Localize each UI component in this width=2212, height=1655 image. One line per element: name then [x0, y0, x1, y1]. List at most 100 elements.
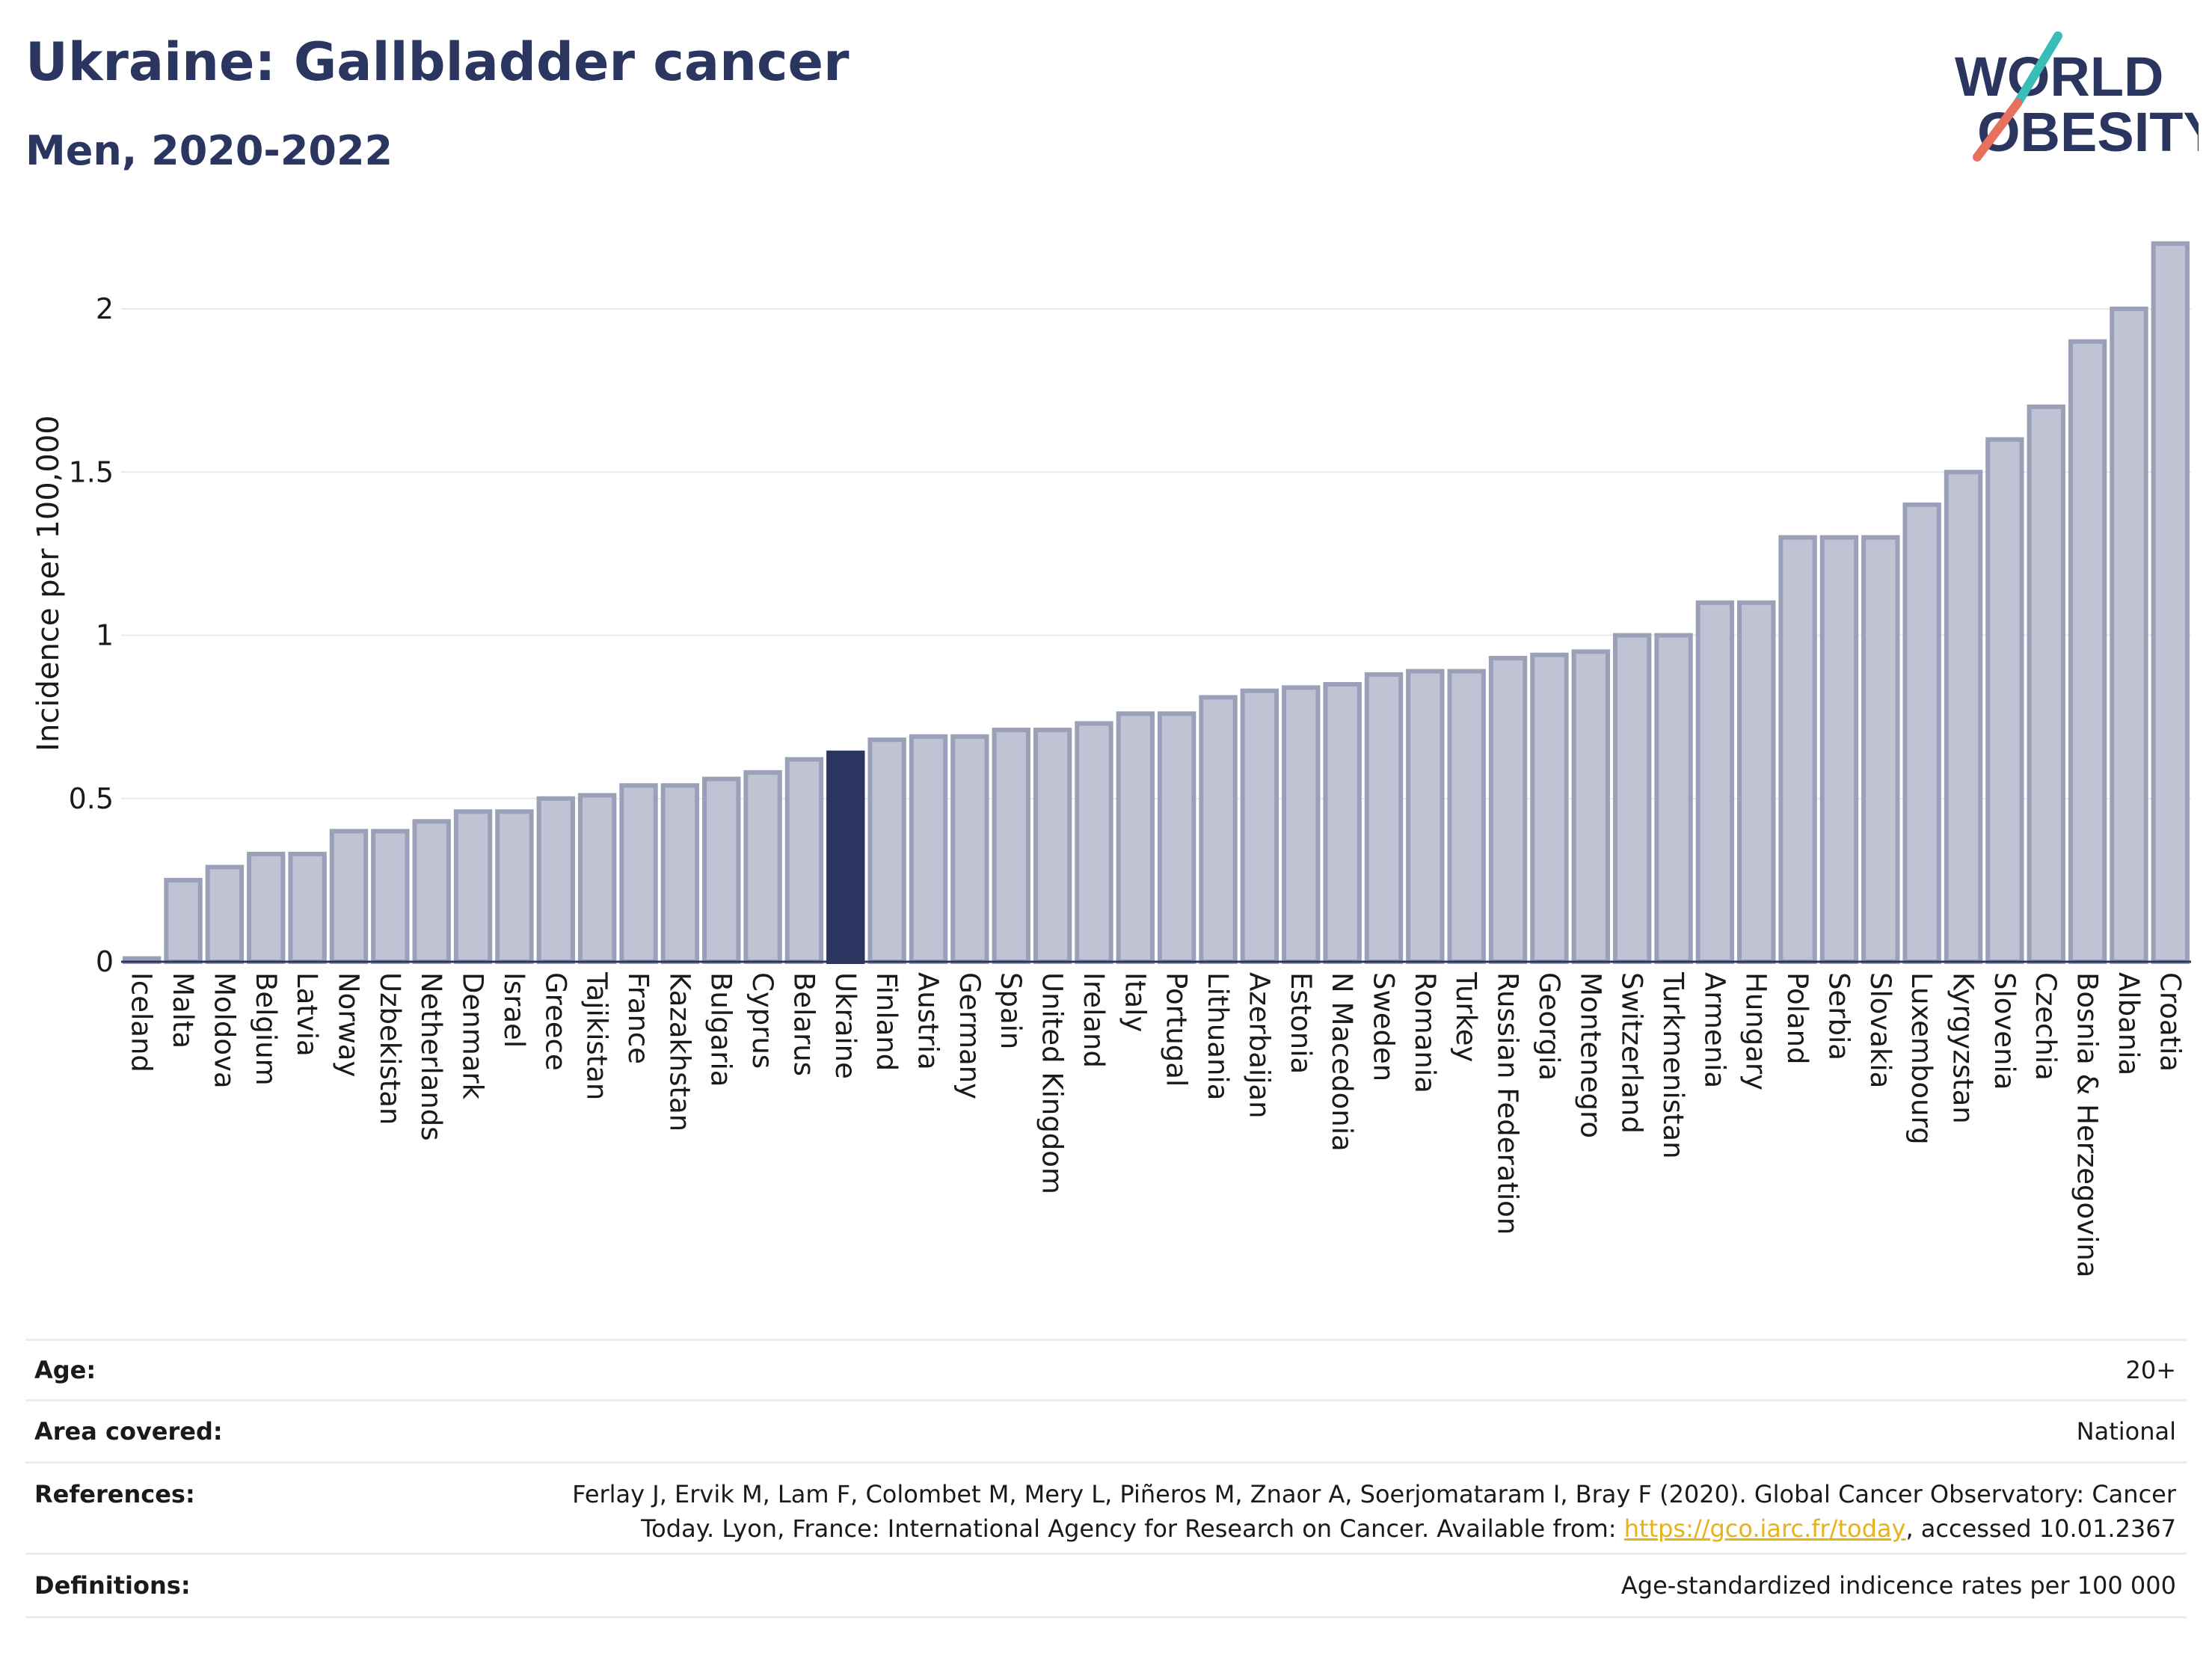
meta-row-references: References: Ferlay J, Ervik M, Lam F, Co…	[25, 1461, 2187, 1553]
x-tick-label: Greece	[539, 972, 571, 1071]
references-accessed: , accessed 10.01.2367	[1905, 1514, 2176, 1543]
x-tick-label: Romania	[1409, 972, 1441, 1093]
x-tick-label: Turkey	[1450, 971, 1482, 1062]
bar-armenia	[1695, 600, 1735, 964]
bar-united-kingdom	[1033, 728, 1072, 965]
x-tick-label: Montenegro	[1574, 972, 1606, 1138]
world-obesity-logo: WORLD OBESITY	[1955, 31, 2199, 163]
bar-netherlands	[412, 819, 451, 965]
bar-ukraine	[826, 750, 865, 964]
bar-kazakhstan	[660, 783, 700, 965]
x-tick-label: Slovenia	[1988, 972, 2021, 1090]
y-tick-label: 1.5	[69, 455, 114, 488]
x-tick-label: Czechia	[2030, 972, 2062, 1081]
bar-luxembourg	[1902, 502, 1941, 964]
bar-ireland	[1075, 721, 1113, 964]
bar-lithuania	[1199, 695, 1238, 964]
x-tick-label: Albania	[2113, 972, 2145, 1075]
meta-label-area: Area covered:	[34, 1417, 223, 1446]
bar-greece	[536, 796, 575, 964]
bar-albania	[2110, 307, 2148, 964]
x-tick-label: Portugal	[1161, 972, 1193, 1087]
x-tick-label: Belarus	[787, 972, 820, 1076]
meta-row-area: Area covered: National	[25, 1399, 2187, 1461]
meta-value-age: 20+	[2125, 1356, 2176, 1384]
x-tick-label: Russian Federation	[1492, 972, 1524, 1235]
x-tick-label: Tajikistan	[581, 971, 613, 1100]
bar-estonia	[1282, 685, 1321, 965]
x-tick-label: Belgium	[250, 972, 282, 1086]
meta-label-age: Age:	[34, 1356, 96, 1384]
bar-switzerland	[1612, 633, 1652, 964]
page-title: Ukraine: Gallbladder cancer	[25, 31, 850, 93]
y-axis-label: Incidence per 100,000	[31, 415, 66, 752]
bar-serbia	[1819, 535, 1859, 964]
x-tick-label: Croatia	[2154, 972, 2186, 1072]
bar-denmark	[453, 809, 493, 964]
x-tick-label: Kazakhstan	[663, 972, 695, 1132]
bar-finland	[867, 737, 906, 964]
bar-malta	[164, 877, 203, 964]
bar-sweden	[1364, 672, 1404, 964]
references-text: Ferlay J, Ervik M, Lam F, Colombet M, Me…	[572, 1480, 2176, 1543]
y-tick-label: 0	[96, 945, 114, 978]
x-tick-label: N Macedonia	[1326, 972, 1358, 1152]
x-tick-label: Austria	[912, 972, 944, 1070]
bar-belarus	[784, 757, 824, 964]
bar-portugal	[1157, 711, 1196, 964]
x-tick-label: Finland	[870, 972, 903, 1071]
bar-belgium	[247, 851, 286, 964]
bar-latvia	[288, 851, 327, 964]
bar-uzbekistan	[371, 829, 410, 965]
meta-value-definitions: Age-standardized indicence rates per 100…	[1620, 1571, 2176, 1600]
bar-croatia	[2151, 241, 2190, 964]
y-axis-ticks: 0 0.5 1 1.5 2	[69, 292, 114, 978]
bar-russian-federation	[1488, 656, 1528, 964]
x-tick-label: Denmark	[457, 972, 489, 1100]
meta-label-definitions: Definitions:	[34, 1571, 191, 1600]
bar-spain	[992, 728, 1030, 965]
bars	[122, 241, 2190, 965]
x-tick-label: Israel	[498, 972, 530, 1048]
x-axis-ticks: Iceland Malta Moldova Belgium Latvia Norway Uz…	[126, 971, 2187, 1277]
page-subtitle: Men, 2020-2022	[25, 127, 393, 174]
x-tick-label: Latvia	[291, 972, 323, 1057]
meta-value-references: Ferlay J, Ervik M, Lam F, Colombet M, Me…	[568, 1477, 2187, 1546]
bar-austria	[909, 734, 948, 964]
x-tick-label: Slovakia	[1864, 972, 1896, 1088]
references-link[interactable]: https://gco.iarc.fr/today	[1623, 1514, 1906, 1543]
x-tick-label: France	[622, 972, 654, 1064]
x-tick-label: Netherlands	[415, 972, 447, 1141]
bar-norway	[329, 829, 369, 965]
bar-italy	[1116, 711, 1155, 964]
x-tick-label: United Kingdom	[1036, 972, 1069, 1194]
x-tick-label: Sweden	[1367, 972, 1399, 1081]
bar-n-macedonia	[1323, 681, 1362, 964]
logo-slash-coral-icon	[1973, 99, 2022, 162]
bar-turkmenistan	[1654, 633, 1693, 964]
x-tick-label: Bulgaria	[705, 972, 737, 1087]
bar-germany	[950, 734, 989, 964]
bar-hungary	[1737, 600, 1776, 964]
x-tick-label: Italy	[1119, 972, 1151, 1032]
y-tick-label: 1	[96, 619, 114, 652]
bar-czechia	[2027, 404, 2065, 964]
x-tick-label: Ukraine	[829, 972, 861, 1079]
meta-row-age: Age: 20+	[25, 1339, 2187, 1399]
bar-kyrgyzstan	[1944, 470, 1983, 964]
bar-bulgaria	[702, 776, 741, 965]
x-tick-label: Cyprus	[746, 972, 778, 1069]
bar-israel	[495, 809, 534, 964]
meta-label-references: References:	[34, 1480, 195, 1508]
bar-france	[619, 783, 658, 965]
bar-romania	[1406, 669, 1445, 964]
x-tick-label: Norway	[332, 972, 364, 1077]
x-tick-label: Malta	[167, 972, 199, 1048]
bar-georgia	[1530, 652, 1569, 964]
x-tick-label: Spain	[995, 972, 1027, 1049]
x-tick-label: Iceland	[126, 972, 158, 1072]
x-tick-label: Moldova	[208, 972, 240, 1089]
x-tick-label: Germany	[953, 972, 986, 1099]
bar-bosnia-herzegovina	[2068, 339, 2107, 964]
bar-poland	[1778, 535, 1817, 964]
